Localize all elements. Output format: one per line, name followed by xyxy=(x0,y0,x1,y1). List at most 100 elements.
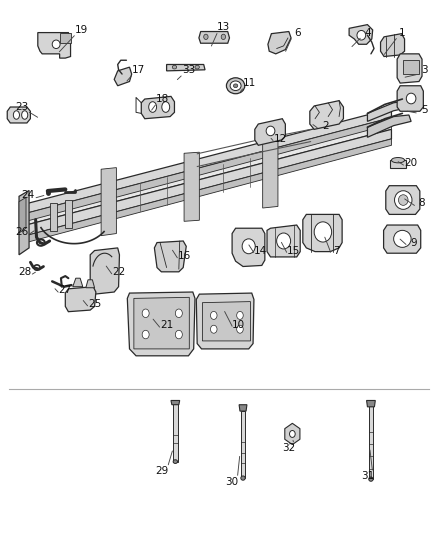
Polygon shape xyxy=(60,33,71,43)
Polygon shape xyxy=(390,160,406,168)
Text: 8: 8 xyxy=(419,198,425,208)
Ellipse shape xyxy=(211,325,217,333)
Text: 12: 12 xyxy=(273,134,287,144)
Ellipse shape xyxy=(230,81,241,91)
Polygon shape xyxy=(184,152,199,221)
Text: 26: 26 xyxy=(15,227,28,237)
Text: 16: 16 xyxy=(177,251,191,261)
Polygon shape xyxy=(101,167,117,236)
Text: 14: 14 xyxy=(254,246,267,255)
Polygon shape xyxy=(303,214,342,252)
Ellipse shape xyxy=(149,102,156,112)
Ellipse shape xyxy=(395,191,412,209)
Text: 3: 3 xyxy=(421,65,427,75)
Bar xyxy=(369,406,373,479)
Polygon shape xyxy=(26,139,392,243)
Polygon shape xyxy=(38,33,71,58)
Polygon shape xyxy=(141,96,174,119)
Polygon shape xyxy=(90,248,120,294)
Text: 31: 31 xyxy=(361,472,374,481)
Text: 33: 33 xyxy=(182,65,195,75)
Ellipse shape xyxy=(173,460,177,464)
Polygon shape xyxy=(397,86,424,111)
Ellipse shape xyxy=(142,309,149,318)
Text: 25: 25 xyxy=(88,298,101,309)
Polygon shape xyxy=(65,199,72,228)
Polygon shape xyxy=(349,25,373,44)
Ellipse shape xyxy=(242,239,255,254)
Polygon shape xyxy=(239,405,247,411)
Text: 1: 1 xyxy=(399,28,406,38)
Polygon shape xyxy=(268,31,291,54)
Polygon shape xyxy=(232,228,265,266)
Polygon shape xyxy=(114,67,132,86)
Text: 6: 6 xyxy=(294,28,301,38)
Polygon shape xyxy=(255,119,286,146)
Polygon shape xyxy=(384,225,421,253)
Polygon shape xyxy=(127,292,195,356)
Ellipse shape xyxy=(52,40,60,49)
Polygon shape xyxy=(202,302,251,341)
Ellipse shape xyxy=(369,477,373,481)
Text: 15: 15 xyxy=(286,246,300,255)
Ellipse shape xyxy=(233,84,238,87)
Text: 21: 21 xyxy=(160,320,173,330)
Ellipse shape xyxy=(277,233,290,249)
Text: 30: 30 xyxy=(226,477,239,487)
Polygon shape xyxy=(285,423,300,445)
Text: 10: 10 xyxy=(232,320,245,330)
Polygon shape xyxy=(367,101,411,122)
Ellipse shape xyxy=(142,330,149,339)
Polygon shape xyxy=(263,139,278,208)
Ellipse shape xyxy=(175,330,182,339)
Text: 24: 24 xyxy=(21,190,35,200)
Polygon shape xyxy=(196,293,254,349)
Polygon shape xyxy=(199,31,230,43)
Ellipse shape xyxy=(13,111,19,119)
Polygon shape xyxy=(49,203,57,231)
Polygon shape xyxy=(386,185,420,214)
Polygon shape xyxy=(171,400,180,405)
Text: 29: 29 xyxy=(155,466,169,476)
Polygon shape xyxy=(310,101,343,130)
Ellipse shape xyxy=(406,93,416,104)
Polygon shape xyxy=(73,278,83,287)
Polygon shape xyxy=(7,107,30,123)
Ellipse shape xyxy=(399,195,408,205)
Polygon shape xyxy=(367,400,375,407)
Text: 27: 27 xyxy=(59,286,72,295)
Ellipse shape xyxy=(266,126,275,136)
Ellipse shape xyxy=(394,230,411,247)
Ellipse shape xyxy=(226,78,245,94)
Text: 5: 5 xyxy=(421,104,427,115)
Text: 22: 22 xyxy=(112,267,125,277)
Ellipse shape xyxy=(314,222,332,242)
Polygon shape xyxy=(403,60,419,74)
Polygon shape xyxy=(26,118,392,221)
Polygon shape xyxy=(154,241,186,272)
Polygon shape xyxy=(267,225,300,257)
Text: 2: 2 xyxy=(323,120,329,131)
Ellipse shape xyxy=(392,158,405,163)
Polygon shape xyxy=(19,197,26,233)
Bar xyxy=(241,410,245,478)
Ellipse shape xyxy=(175,309,182,318)
Polygon shape xyxy=(381,34,405,56)
Polygon shape xyxy=(166,64,205,71)
Ellipse shape xyxy=(204,34,208,39)
Ellipse shape xyxy=(290,431,295,438)
Text: 28: 28 xyxy=(18,267,32,277)
Ellipse shape xyxy=(172,65,177,69)
Ellipse shape xyxy=(21,111,28,119)
Ellipse shape xyxy=(162,102,170,112)
Polygon shape xyxy=(397,54,422,83)
Polygon shape xyxy=(26,118,392,225)
Ellipse shape xyxy=(221,34,226,39)
Polygon shape xyxy=(86,280,95,288)
Polygon shape xyxy=(26,130,392,236)
Text: 11: 11 xyxy=(243,78,256,88)
Text: 18: 18 xyxy=(155,94,169,104)
Polygon shape xyxy=(134,297,189,349)
Text: 7: 7 xyxy=(334,246,340,255)
Ellipse shape xyxy=(237,311,243,319)
